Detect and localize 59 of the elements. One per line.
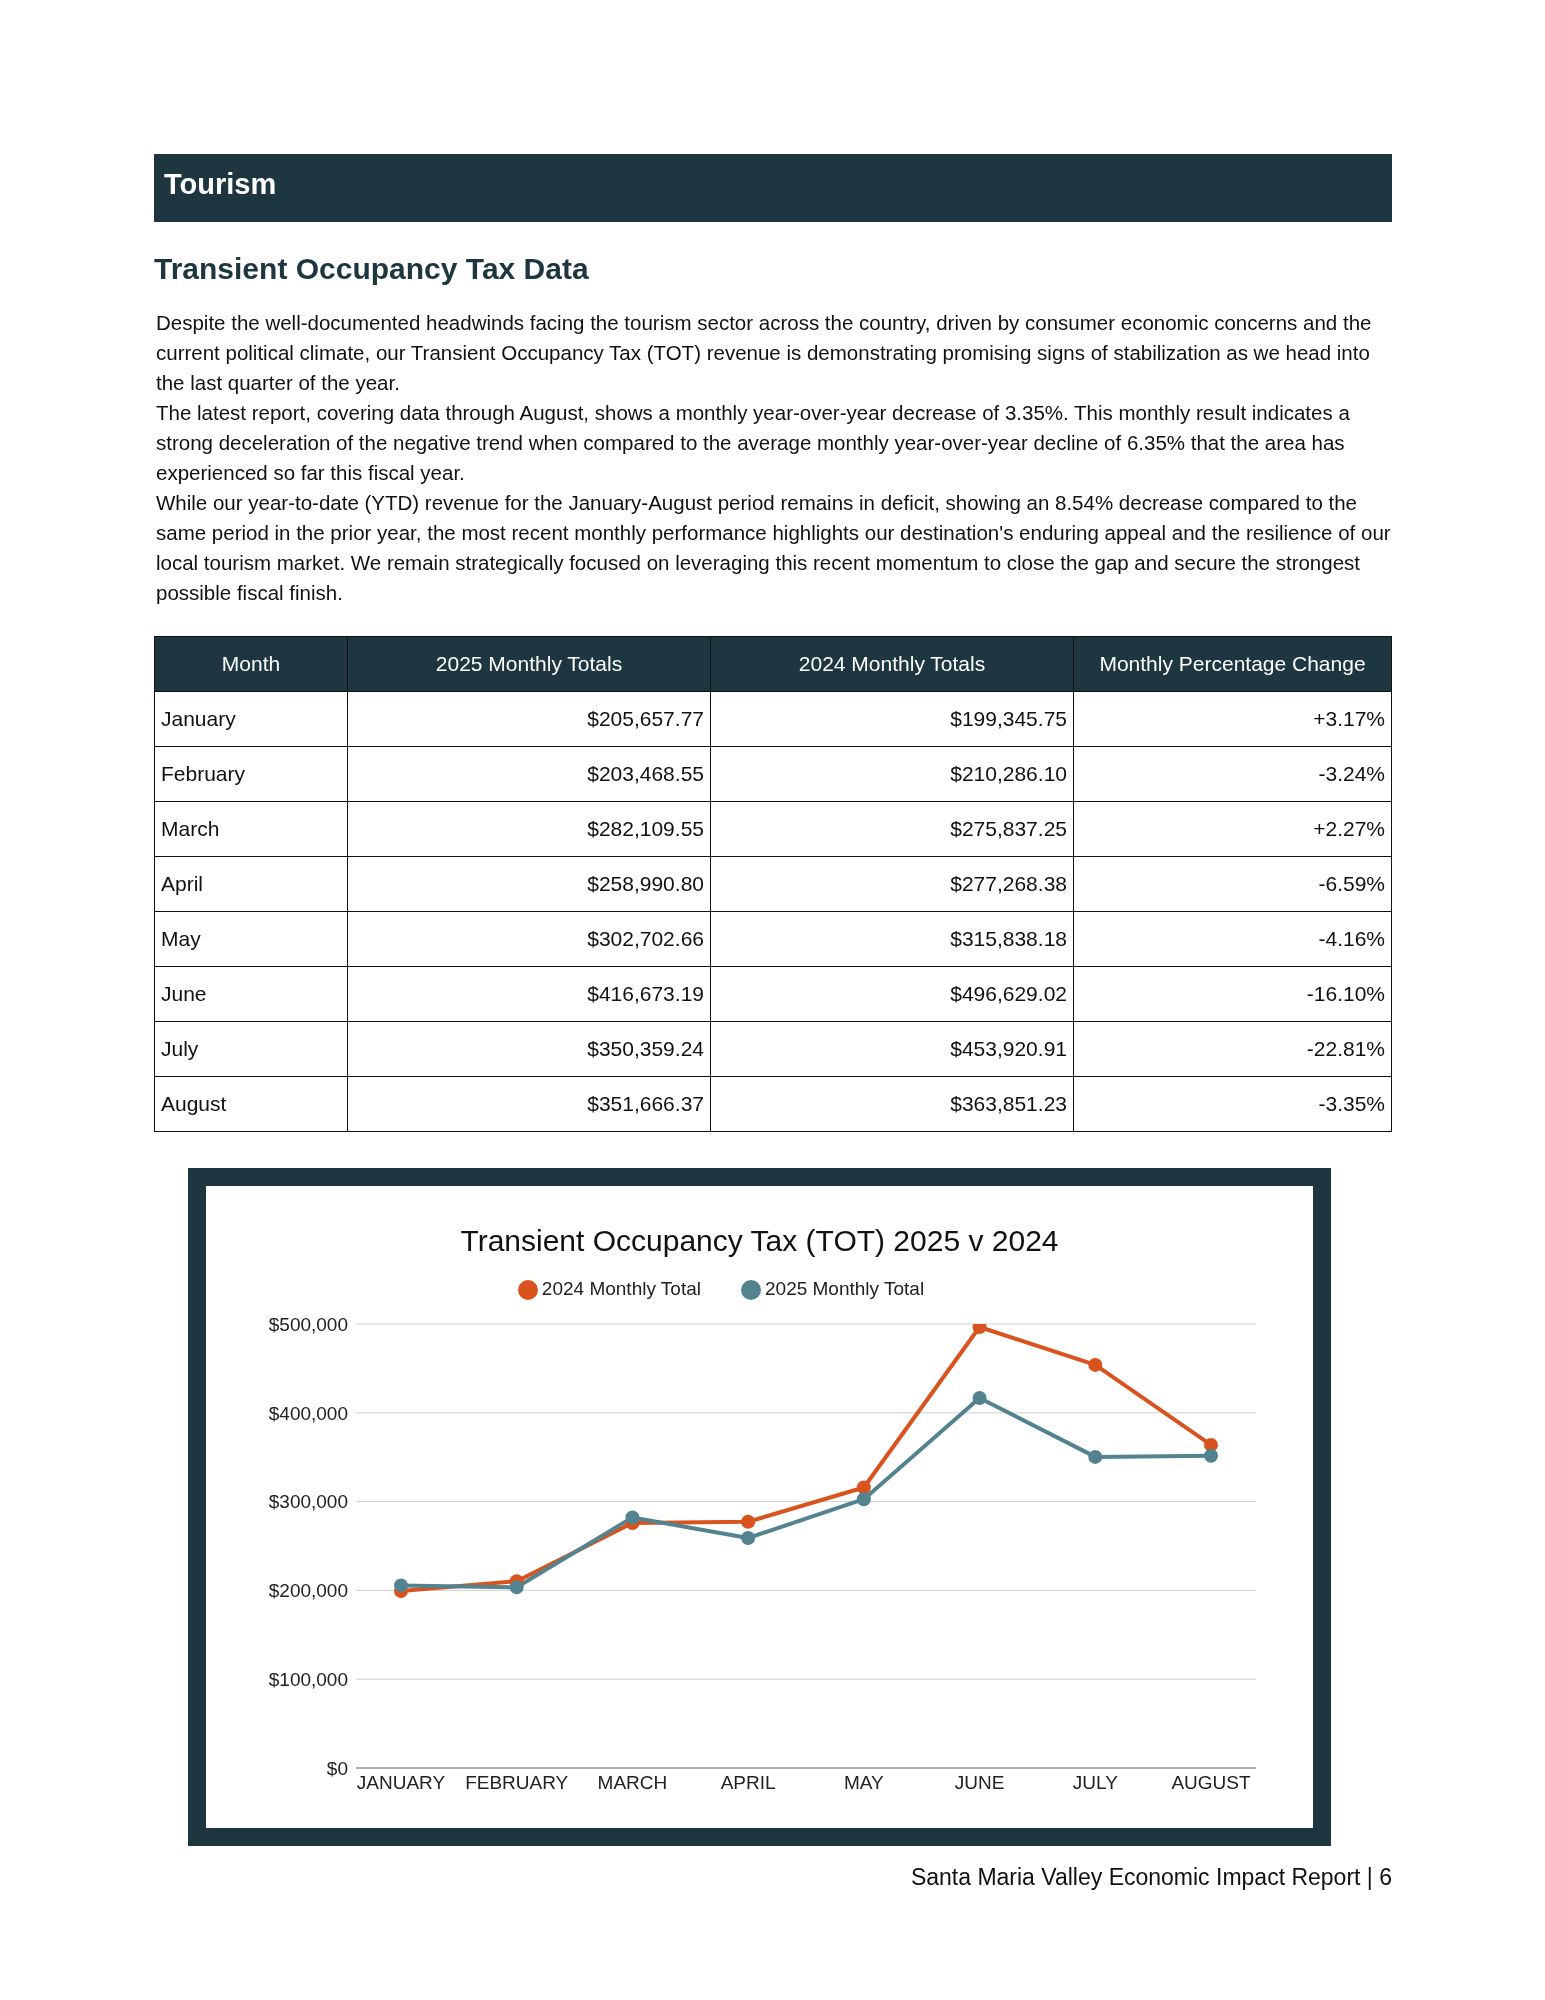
text: February bbox=[154, 746, 348, 802]
text: While our year-to-date (YTD) revenue for the January-August period remains in deficit, showing an 8.54% decrease compared to the same period in the prior year, the most recent monthly performance highlights our destination's enduring appeal and the resilience of our local tourism market. We remain strategically focused on leveraging this recent momentum to close the gap and secure the strongest possible fiscal finish. bbox=[156, 490, 1392, 606]
x-tick-label: AUGUST bbox=[1171, 1772, 1251, 1794]
x-tick-label: FEBRUARY bbox=[465, 1772, 569, 1794]
text: $315,838.18 bbox=[710, 911, 1074, 967]
y-tick-label: $0 bbox=[326, 1757, 348, 1779]
text: $199,345.75 bbox=[710, 691, 1074, 747]
text: January bbox=[154, 691, 348, 747]
text: -3.24% bbox=[1073, 746, 1392, 802]
text: $282,109.55 bbox=[347, 801, 711, 857]
text: +2.27% bbox=[1073, 801, 1392, 857]
text: August bbox=[154, 1076, 348, 1132]
y-tick-label: $400,000 bbox=[268, 1402, 348, 1424]
text: July bbox=[154, 1021, 348, 1077]
text: $302,702.66 bbox=[347, 911, 711, 967]
text: $258,990.80 bbox=[347, 856, 711, 912]
text: $416,673.19 bbox=[347, 966, 711, 1022]
legend-label: 2025 Monthly Total bbox=[765, 1278, 925, 1299]
x-tick-label: MARCH bbox=[597, 1772, 668, 1794]
text: -22.81% bbox=[1073, 1021, 1392, 1077]
text: +3.17% bbox=[1073, 691, 1392, 747]
text: Transient Occupancy Tax Data bbox=[154, 252, 590, 286]
text: -16.10% bbox=[1073, 966, 1392, 1022]
text: $351,666.37 bbox=[347, 1076, 711, 1132]
text: Tourism bbox=[154, 154, 1392, 222]
x-tick-label: JUNE bbox=[954, 1772, 1005, 1794]
text: Month bbox=[154, 636, 348, 692]
text: June bbox=[154, 966, 348, 1022]
text: The latest report, covering data through August, shows a monthly year-over-year decrease of 3.35%. This monthly result indicates a strong deceleration of the negative trend when compared to the average monthly year-over-year decline of 6.35% that the area has experienced so far this fiscal year. bbox=[156, 400, 1351, 486]
text: $277,268.38 bbox=[710, 856, 1074, 912]
text: 2024 Monthly Totals bbox=[710, 636, 1074, 692]
text: $496,629.02 bbox=[710, 966, 1074, 1022]
text: -4.16% bbox=[1073, 911, 1392, 967]
text: Monthly Percentage Change bbox=[1073, 636, 1392, 692]
text: $350,359.24 bbox=[347, 1021, 711, 1077]
y-tick-label: $500,000 bbox=[268, 1313, 348, 1335]
text: May bbox=[154, 911, 348, 967]
x-tick-label: JANUARY bbox=[356, 1772, 446, 1794]
text: -6.59% bbox=[1073, 856, 1392, 912]
text: $363,851.23 bbox=[710, 1076, 1074, 1132]
x-tick-label: JULY bbox=[1072, 1772, 1119, 1794]
chart-title: Transient Occupancy Tax (TOT) 2025 v 2024 bbox=[459, 1224, 1060, 1258]
y-tick-label: $200,000 bbox=[268, 1580, 348, 1602]
y-tick-label: $300,000 bbox=[268, 1491, 348, 1513]
y-tick-label: $100,000 bbox=[268, 1668, 348, 1690]
text: $205,657.77 bbox=[347, 691, 711, 747]
text: $453,920.91 bbox=[710, 1021, 1074, 1077]
text: $275,837.25 bbox=[710, 801, 1074, 857]
text: Santa Maria Valley Economic Impact Report | 6 bbox=[909, 1864, 1392, 1891]
text: April bbox=[154, 856, 348, 912]
text: $203,468.55 bbox=[347, 746, 711, 802]
text: Despite the well-documented headwinds facing the tourism sector across the country, driven by consumer economic concerns and the current political climate, our Transient Occupancy Tax (TOT) revenue is demonstrating promising signs of stabilization as we head into the last quarter of the year. bbox=[156, 310, 1373, 396]
legend-label: 2024 Monthly Total bbox=[541, 1278, 701, 1299]
text: March bbox=[154, 801, 348, 857]
text: 2025 Monthly Totals bbox=[347, 636, 711, 692]
x-tick-label: MAY bbox=[843, 1772, 885, 1794]
text: -3.35% bbox=[1073, 1076, 1392, 1132]
text: $210,286.10 bbox=[710, 746, 1074, 802]
x-tick-label: APRIL bbox=[720, 1772, 776, 1794]
